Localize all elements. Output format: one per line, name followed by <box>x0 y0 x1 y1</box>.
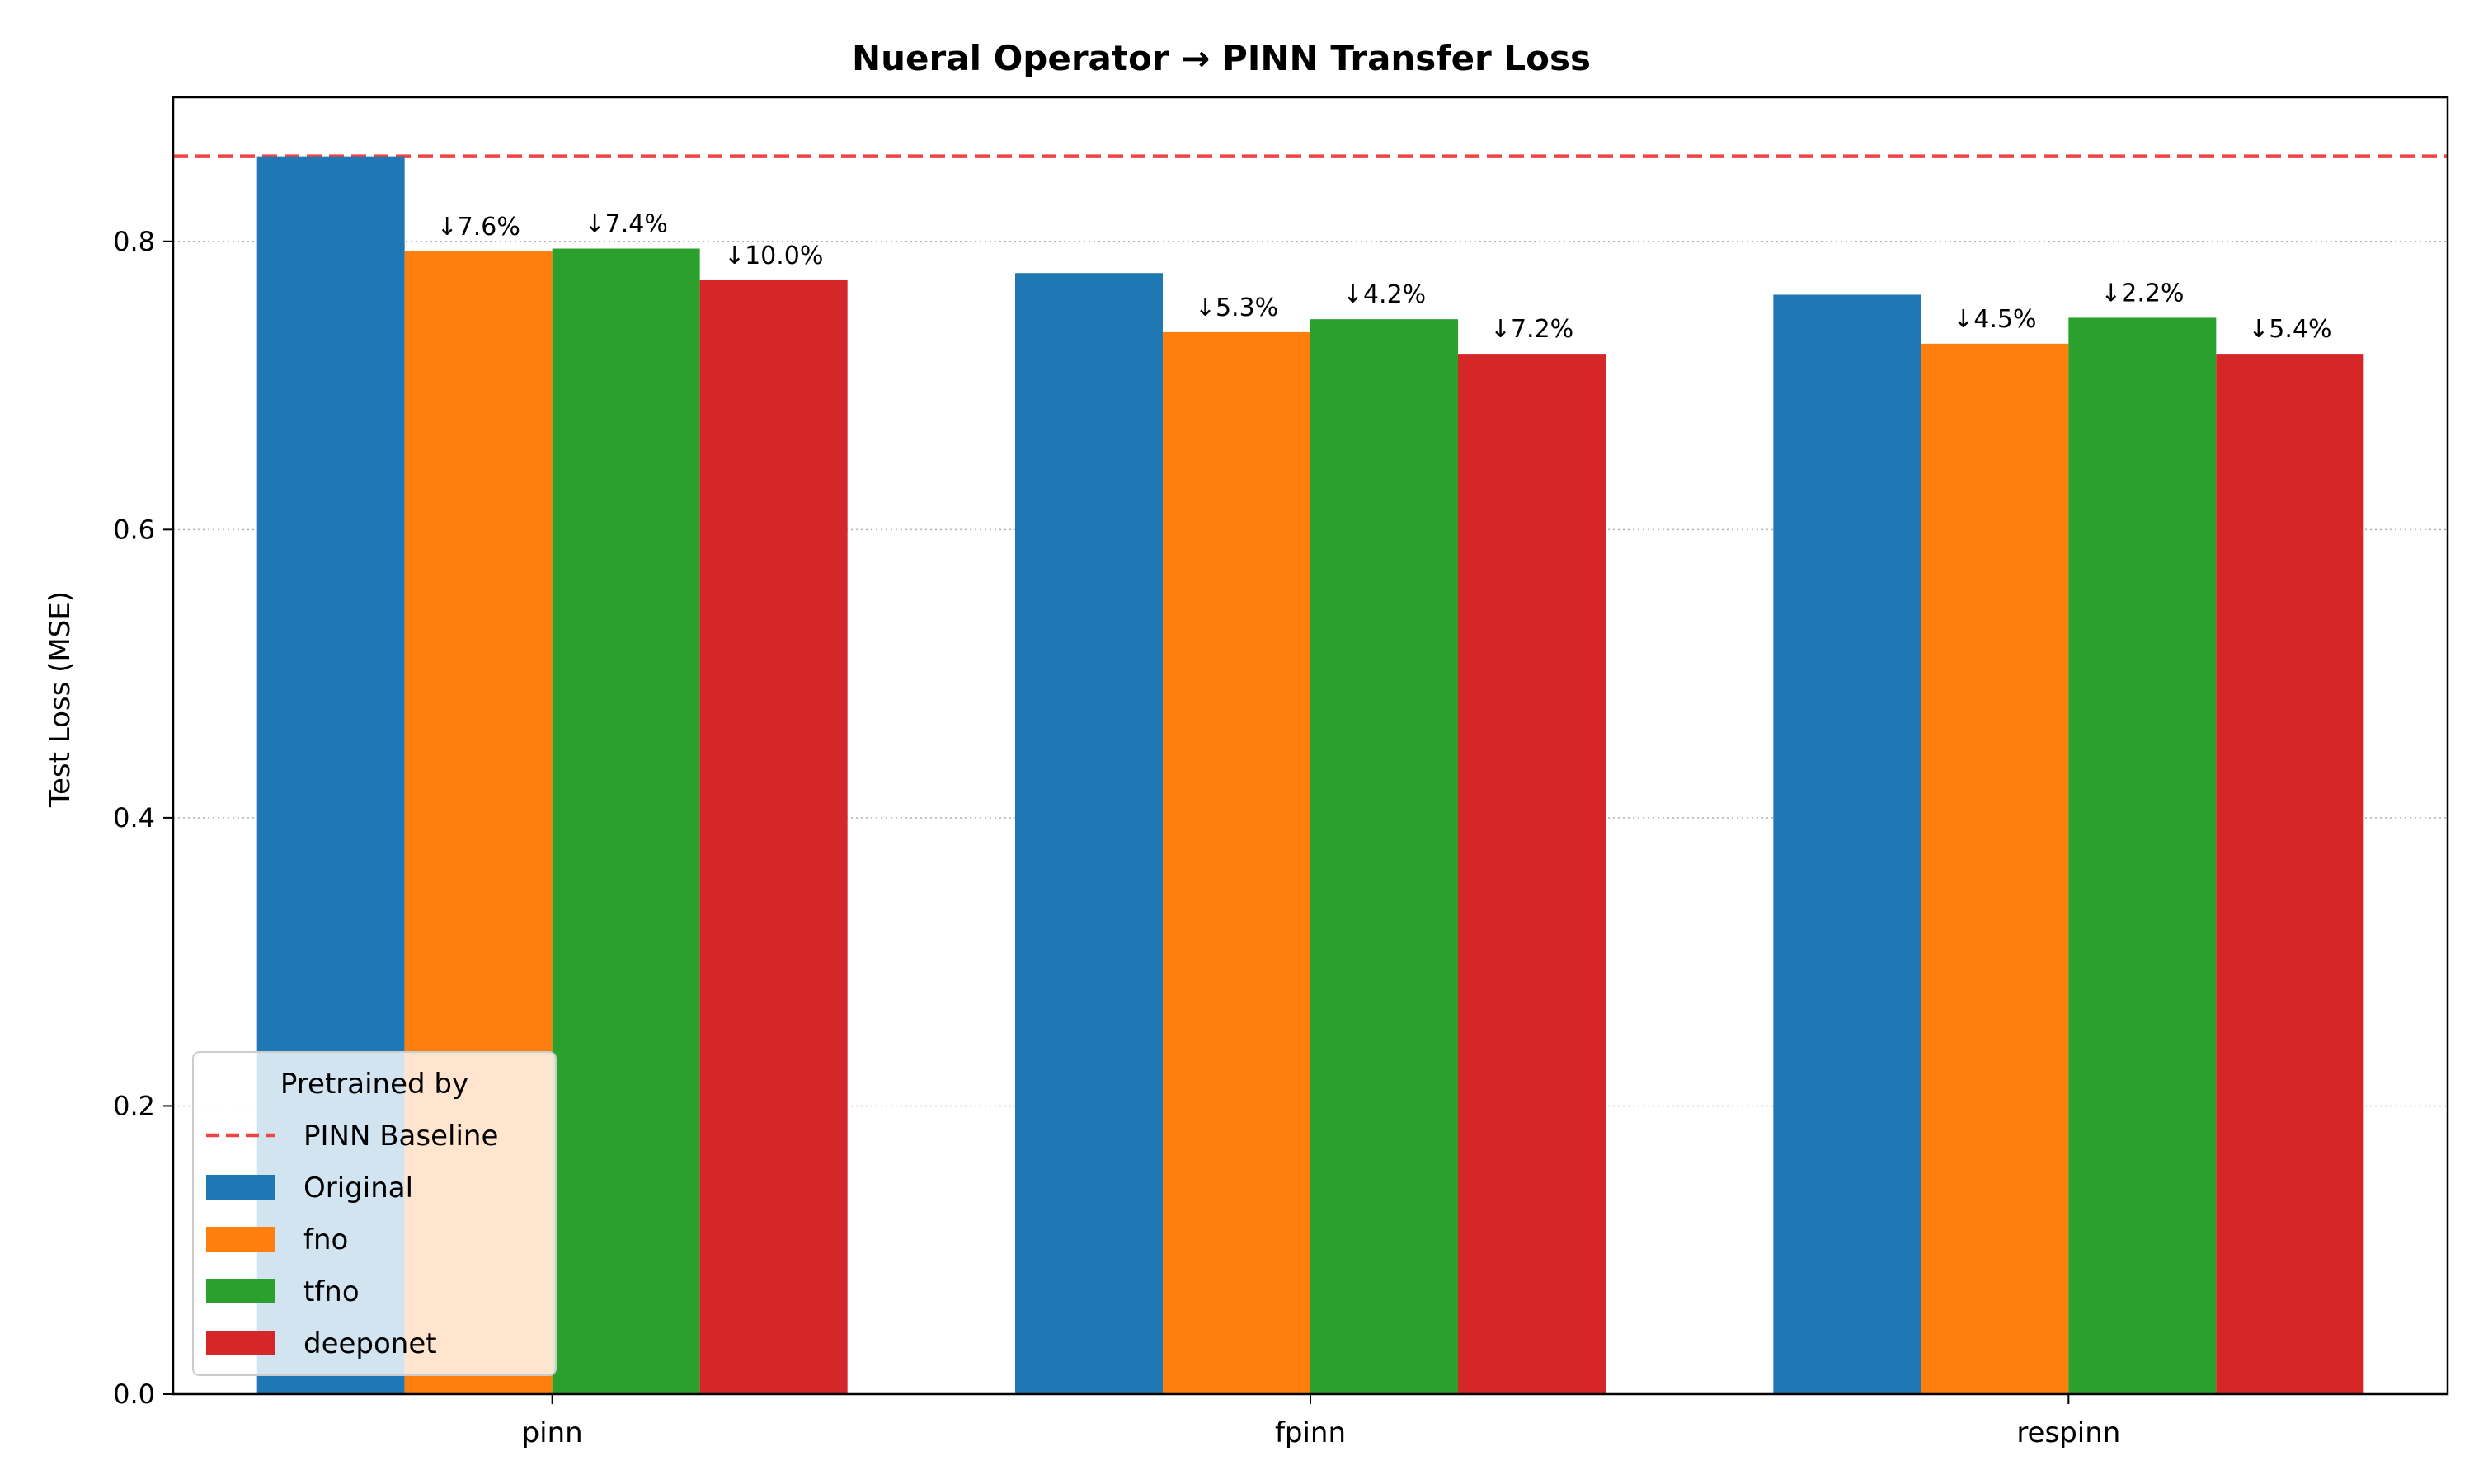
bar-label: ↓7.2% <box>1490 315 1573 344</box>
legend-swatch-fno <box>206 1227 275 1252</box>
legend: Pretrained by PINN Baseline Original fno tfn… <box>192 1051 557 1376</box>
legend-title: Pretrained by <box>280 1068 468 1101</box>
y-tick-label: 0.2 <box>113 1090 155 1121</box>
x-tick-label: respinn <box>2016 1416 2120 1449</box>
chart-title: Nueral Operator → PINN Transfer Loss <box>852 38 1591 78</box>
bar-label: ↓7.4% <box>584 210 667 239</box>
legend-swatch-Original <box>206 1175 275 1200</box>
x-tick-label: pinn <box>522 1416 583 1449</box>
bar-label: ↓5.3% <box>1195 294 1278 322</box>
y-tick-label: 0.4 <box>113 802 155 834</box>
bar-label: ↓7.6% <box>436 213 520 242</box>
bar-labels-group: ↓7.6% ↓7.4% ↓10.0% ↓5.3% ↓4.2% ↓7.2% ↓4.5% ↓2.2… <box>436 210 2331 345</box>
y-tick-label: 0.6 <box>113 514 155 545</box>
y-tick-label: 0.0 <box>113 1378 155 1410</box>
legend-label-Original: Original <box>303 1172 413 1205</box>
legend-swatch-tfno <box>206 1279 275 1303</box>
bar-fno-fpinn <box>1163 331 1310 1394</box>
bar-label: ↓5.4% <box>2248 315 2331 344</box>
bars-group <box>256 156 2364 1395</box>
y-axis-label: Test Loss (MSE) <box>44 591 77 808</box>
bar-tfno-respinn <box>2068 317 2217 1394</box>
legend-swatch-deeponet <box>206 1331 275 1355</box>
legend-label-tfno: tfno <box>303 1275 360 1308</box>
bar-deeponet-fpinn <box>1458 354 1606 1394</box>
bar-deeponet-pinn <box>699 279 848 1394</box>
bar-tfno-fpinn <box>1310 319 1458 1395</box>
y-tick-label: 0.8 <box>113 226 155 257</box>
bar-deeponet-respinn <box>2216 354 2364 1394</box>
bar-label: ↓10.0% <box>724 242 823 270</box>
bar-label: ↓2.2% <box>2100 279 2184 308</box>
plot-frame <box>172 96 2449 1396</box>
bar-Original-respinn <box>1773 294 1921 1394</box>
x-tick-label: fpinn <box>1275 1416 1346 1449</box>
legend-box <box>192 1051 557 1376</box>
bar-tfno-pinn <box>552 248 700 1395</box>
legend-label-deeponet: deeponet <box>303 1327 437 1360</box>
bar-fno-respinn <box>1921 343 2069 1394</box>
legend-label-fno: fno <box>303 1223 348 1256</box>
bar-Original-fpinn <box>1015 273 1163 1394</box>
bar-label: ↓4.5% <box>1953 305 2036 334</box>
legend-label-baseline: PINN Baseline <box>303 1120 498 1153</box>
axes-group: 0.0 0.2 0.4 0.6 0.8 pinn fpinn respinn <box>113 96 2449 1449</box>
bar-label: ↓4.2% <box>1343 280 1426 309</box>
